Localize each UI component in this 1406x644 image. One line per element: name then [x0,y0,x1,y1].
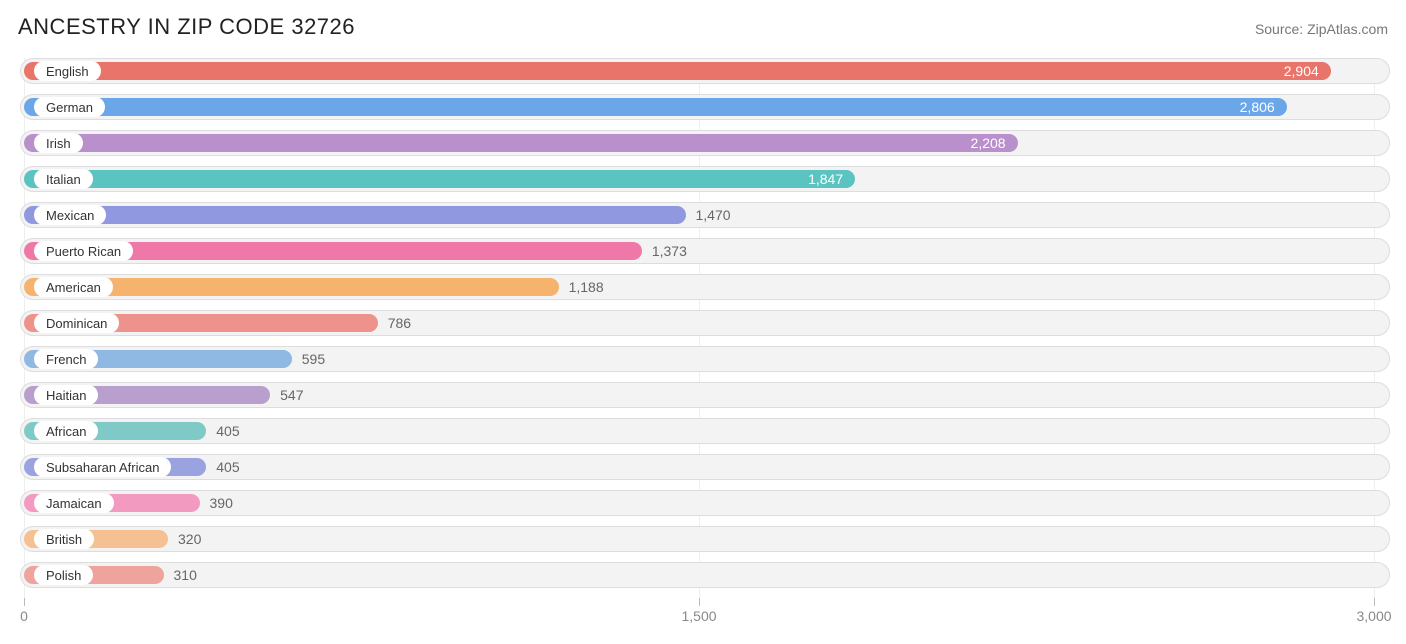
bar-label-pill: Irish [34,133,83,153]
axis-tick-label: 1,500 [681,608,716,624]
bar-value: 547 [270,382,303,408]
bar-label-pill: American [34,277,113,297]
bar-value: 1,847 [24,166,855,192]
bar-row: 405 African [20,418,1390,444]
bar-value: 1,470 [686,202,731,228]
axis-tick [1374,598,1375,606]
bar-row: 390 Jamaican [20,490,1390,516]
bar-label-pill: Italian [34,169,93,189]
bar-row: 2,904English [20,58,1390,84]
bar-row: 320 British [20,526,1390,552]
bar-value: 595 [292,346,325,372]
bar-label-pill: African [34,421,98,441]
bar-value: 2,806 [24,94,1287,120]
bar-row: 1,470 Mexican [20,202,1390,228]
bar-label-pill: Subsaharan African [34,457,171,477]
bar-label-pill: German [34,97,105,117]
bar-row: 1,847Italian [20,166,1390,192]
bar-value: 320 [168,526,201,552]
bar-row: 595 French [20,346,1390,372]
bar-label-pill: English [34,61,101,81]
bar-value: 1,373 [642,238,687,264]
chart-header: ANCESTRY IN ZIP CODE 32726 Source: ZipAt… [18,14,1388,40]
axis-tick-label: 0 [20,608,28,624]
bar-label-pill: Jamaican [34,493,114,513]
chart-title: ANCESTRY IN ZIP CODE 32726 [18,14,355,40]
bar-label-pill: British [34,529,94,549]
bar-value: 310 [164,562,197,588]
bar-row: 547 Haitian [20,382,1390,408]
bar-fill [24,206,686,224]
bar-label-pill: Puerto Rican [34,241,133,261]
chart-source: Source: ZipAtlas.com [1255,21,1388,37]
bar-row: 1,188 American [20,274,1390,300]
bar-track [20,562,1390,588]
bar-row: 2,208Irish [20,130,1390,156]
bar-track [20,526,1390,552]
bar-row: 310 Polish [20,562,1390,588]
bar-label-pill: Mexican [34,205,106,225]
bar-row: 1,373 Puerto Rican [20,238,1390,264]
axis-tick [699,598,700,606]
bar-value: 390 [200,490,233,516]
axis-tick [24,598,25,606]
bar-value: 405 [206,418,239,444]
bar-row: 2,806German [20,94,1390,120]
bar-value: 405 [206,454,239,480]
bar-value: 786 [378,310,411,336]
bar-value: 2,904 [24,58,1331,84]
bar-label-pill: French [34,349,98,369]
bar-row: 405 Subsaharan African [20,454,1390,480]
x-axis: 0 1,500 3,000 [20,598,1390,628]
bar-value: 2,208 [24,130,1018,156]
bar-label-pill: Polish [34,565,93,585]
bar-chart: 2,904English 2,806German 2,208Irish 1,847It… [20,58,1390,628]
bar-label-pill: Haitian [34,385,98,405]
bar-row: 786 Dominican [20,310,1390,336]
axis-tick-label: 3,000 [1356,608,1391,624]
bar-label-pill: Dominican [34,313,119,333]
bar-value: 1,188 [559,274,604,300]
